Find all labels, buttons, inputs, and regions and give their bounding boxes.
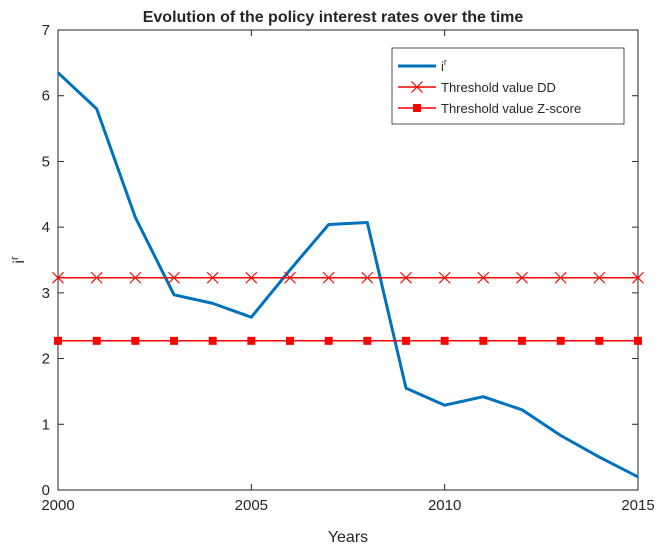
series-point-3 [634,336,642,345]
chart-title: Evolution of the policy interest rates o… [143,9,524,26]
y-tick-label: 1 [42,416,50,433]
series-point-2 [129,271,142,284]
series-point-3 [170,336,178,345]
series-point-3 [479,336,488,345]
series-point-2 [52,271,64,284]
y-tick-label: 6 [42,88,50,105]
y-tick-label: 7 [42,22,50,39]
series-point-2 [593,271,606,284]
legend-label-text-3: Threshold value Z-score [441,101,581,116]
series-point-3 [54,336,62,345]
series-point-3 [247,336,256,345]
y-axis-label-main: i [11,260,28,264]
series-point-3 [556,336,565,345]
legend-label-3: Threshold value Z-score [441,101,581,116]
series-point-3 [518,336,526,345]
y-tick-label: 2 [42,351,50,368]
legend-marker-3 [413,104,421,112]
series-point-3 [208,336,217,345]
series-point-2 [361,271,374,284]
legend-box [391,47,625,125]
legend: ir Threshold value DD Threshold value Z-sc… [391,47,625,125]
x-tick-label: 2010 [428,497,461,514]
legend-label-2: Threshold value DD [441,80,556,95]
series-point-2 [400,271,412,284]
series-line-1 [56,71,639,479]
x-axis-label: Years [328,529,368,546]
x-tick-label: 2000 [41,497,74,514]
y-tick-label: 5 [42,153,50,170]
series-point-3 [131,336,140,345]
series-point-3 [440,336,449,345]
series-point-2 [168,271,180,284]
y-axis-label-sup: r [9,256,21,260]
series-point-2 [438,271,451,284]
legend-label-1: ir [441,57,447,74]
y-tick-label: 3 [42,285,50,302]
series-point-3 [402,336,410,345]
series-point-2 [632,271,644,284]
y-tick-label: 0 [42,482,50,499]
series-point-2 [245,271,258,284]
series-point-3 [324,336,333,345]
series-layer [52,71,644,479]
series-point-3 [363,336,372,345]
legend-label-text-2: Threshold value DD [441,80,556,95]
series-point-3 [595,336,604,345]
legend-label-text-1: i [441,59,444,74]
x-tick-label: 2005 [235,497,268,514]
series-point-2 [284,271,296,284]
x-axis-ticks: 2000 2005 2010 2015 [41,30,655,514]
y-axis-label-text: ir [9,256,28,264]
series-point-2 [516,271,528,284]
series-point-2 [206,271,219,284]
series-point-3 [286,336,294,345]
series-point-3 [92,336,101,345]
y-axis-ticks: 0 1 2 3 4 5 6 7 [42,22,638,499]
y-tick-label: 4 [42,219,50,236]
series-point-2 [554,271,567,284]
legend-label-sup-1: r [444,57,447,67]
legend-marker-2 [411,81,423,93]
series-point-2 [477,271,490,284]
y-axis-label: ir [9,256,28,264]
series-point-2 [322,271,335,284]
x-tick-label: 2015 [621,497,654,514]
series-point-2 [90,271,103,284]
